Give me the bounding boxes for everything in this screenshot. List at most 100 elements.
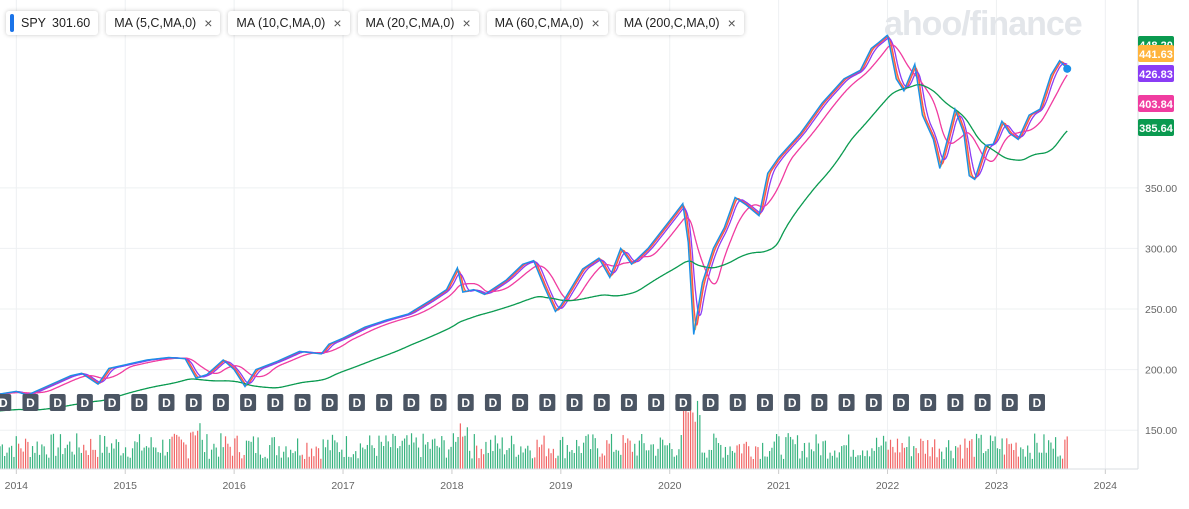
volume-bar: [587, 434, 589, 469]
price-line-group: [0, 33, 1072, 396]
volume-bar: [738, 444, 740, 469]
volume-bar: [957, 447, 959, 469]
dividend-marker-label: D: [761, 396, 770, 410]
volume-bar: [115, 439, 117, 469]
volume-bar: [503, 454, 506, 469]
volume-bar: [606, 440, 608, 469]
volume-bar: [673, 456, 675, 469]
volume-bar: [345, 436, 348, 469]
volume-bar: [34, 452, 36, 469]
volume-bar: [129, 457, 131, 469]
volume-bar: [173, 433, 175, 469]
volume-bar: [408, 444, 410, 469]
volume-bar: [134, 441, 136, 469]
volume-bar: [266, 458, 268, 469]
dividend-marker-label: D: [353, 396, 362, 410]
volume-bar: [292, 453, 294, 469]
dividend-marker-label: D: [652, 396, 661, 410]
volume-bar: [66, 444, 69, 469]
volume-bar: [541, 444, 543, 469]
dividend-marker-label: D: [978, 396, 987, 410]
close-icon[interactable]: ×: [333, 15, 342, 31]
volume-bar: [131, 448, 134, 469]
indicator-chip-ma5[interactable]: MA (5,C,MA,0) ×: [106, 11, 221, 35]
volume-bar: [887, 449, 889, 469]
volume-bar: [301, 454, 303, 469]
volume-bar: [350, 457, 352, 469]
close-icon[interactable]: ×: [727, 15, 736, 31]
volume-bar: [920, 438, 922, 469]
volume-bar: [466, 427, 468, 469]
volume-bar: [569, 451, 571, 469]
x-tick-label: 2020: [658, 480, 682, 492]
volume-bar: [780, 454, 782, 469]
close-icon[interactable]: ×: [462, 15, 471, 31]
volume-bar: [543, 435, 545, 469]
indicator-label: MA (200,C,MA,0): [623, 16, 720, 30]
volume-bar: [27, 441, 29, 469]
volume-bar: [213, 443, 215, 469]
symbol-chip[interactable]: SPY 301.60: [6, 11, 99, 35]
volume-bar: [778, 436, 780, 469]
last-price-dot: [1063, 64, 1072, 73]
volume-bar: [355, 451, 357, 469]
indicator-chip-ma60[interactable]: MA (60,C,MA,0) ×: [486, 11, 608, 35]
volume-bar: [743, 443, 745, 469]
volume-bar: [548, 448, 550, 469]
dividend-marker-box: [1028, 394, 1045, 411]
dividend-marker-box: [920, 394, 937, 411]
volume-bar: [624, 442, 627, 469]
volume-bar: [108, 452, 110, 469]
volume-bar: [708, 449, 710, 469]
dividend-marker-label: D: [869, 396, 878, 410]
volume-bar: [4, 455, 6, 469]
dividend-marker-label: D: [189, 396, 198, 410]
volume-bar: [527, 445, 529, 469]
volume-bar: [968, 440, 971, 469]
dividend-marker-box: [321, 394, 338, 411]
volume-bar: [848, 434, 850, 469]
volume-bar: [359, 443, 361, 469]
volume-bar: [487, 452, 489, 469]
x-tick-label: 2015: [114, 480, 138, 492]
volume-bar: [248, 440, 250, 469]
volume-bar: [1001, 438, 1003, 469]
volume-bar: [834, 450, 836, 469]
indicator-chip-ma20[interactable]: MA (20,C,MA,0) ×: [357, 11, 479, 35]
volume-bar: [529, 450, 531, 469]
dividend-marker-label: D: [489, 396, 498, 410]
volume-bar: [250, 441, 252, 469]
close-icon[interactable]: ×: [204, 15, 213, 31]
volume-bar: [290, 449, 292, 469]
volume-bar: [104, 436, 106, 469]
indicator-chip-ma200[interactable]: MA (200,C,MA,0) ×: [615, 11, 744, 35]
volume-bar: [201, 439, 203, 469]
price-line: [0, 33, 1068, 396]
volume-bar: [627, 438, 629, 469]
volume-bar: [243, 454, 245, 469]
volume-bar: [55, 455, 57, 469]
volume-bar: [871, 448, 873, 469]
volume-bar: [283, 451, 285, 469]
y-tick-label: 200.00: [1145, 365, 1177, 377]
close-icon[interactable]: ×: [591, 15, 600, 31]
volume-bar: [943, 458, 945, 469]
volume-bar: [550, 453, 552, 469]
volume-bar: [373, 448, 375, 469]
volume-bar: [436, 445, 438, 469]
volume-bar: [836, 457, 838, 469]
volume-bar: [383, 446, 385, 469]
indicator-chip-ma10[interactable]: MA (10,C,MA,0) ×: [228, 11, 350, 35]
volume-bar: [1034, 433, 1036, 469]
volume-bar: [975, 433, 978, 469]
volume-bar: [217, 456, 220, 469]
volume-bar: [413, 442, 415, 469]
volume-bar: [559, 440, 561, 469]
symbol-label: SPY: [21, 16, 47, 30]
volume-bar: [322, 439, 324, 469]
volume-bar: [562, 436, 564, 469]
volume-bar: [936, 457, 938, 469]
volume-bar: [122, 453, 124, 469]
